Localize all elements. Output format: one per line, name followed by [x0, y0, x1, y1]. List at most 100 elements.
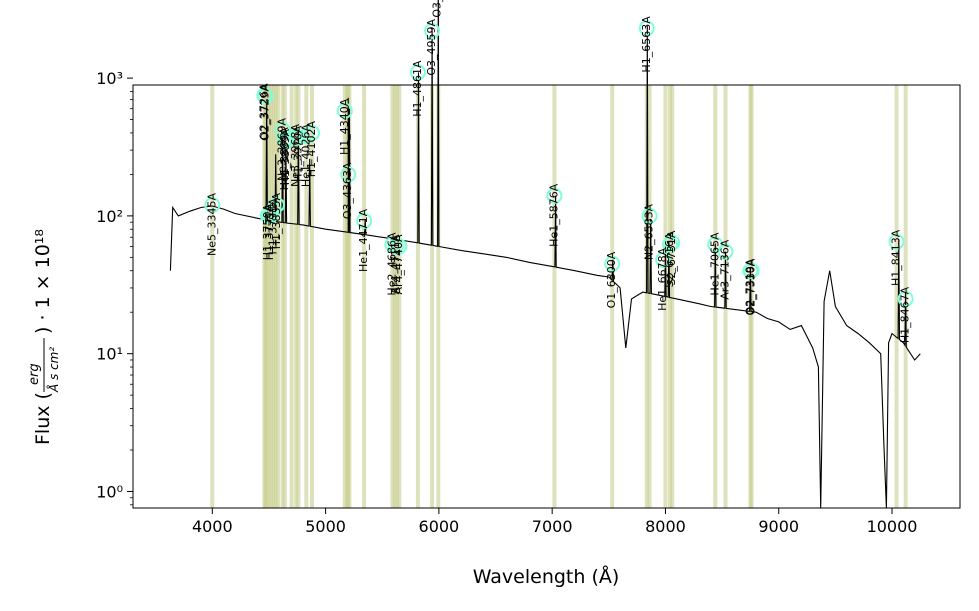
- line-label: O3_4959A: [425, 18, 438, 75]
- line-marker: [638, 20, 655, 37]
- line-markers: [204, 20, 914, 307]
- line-band: [362, 85, 367, 508]
- line-label: N2_6583A: [643, 203, 656, 260]
- line-label: H1_8413A: [890, 229, 903, 286]
- line-marker: [888, 233, 905, 250]
- x-axis: 4000 5000 6000 7000 8000 9000 10000: [192, 508, 917, 536]
- line-band: [415, 85, 420, 508]
- y-tick-label: 10²: [96, 207, 123, 226]
- line-marker: [409, 64, 426, 81]
- line-marker: [546, 187, 563, 204]
- line-band: [294, 85, 299, 508]
- line-label: He1_4026A: [299, 124, 312, 188]
- line-marker: [655, 251, 672, 268]
- line-label: Ar4_4740A: [392, 234, 405, 295]
- line-label: Ne5_3345A: [205, 193, 218, 256]
- line-label: H1_3835A: [270, 193, 283, 250]
- line-label: He1_5876A: [547, 183, 560, 247]
- plot-frame: [132, 84, 961, 509]
- line-marker: [268, 196, 285, 213]
- line-label: Ne3_3869A: [276, 118, 289, 181]
- y-label-suffix: ) · 1 × 10¹⁸: [32, 229, 54, 334]
- line-label: O2_3729A: [259, 84, 272, 141]
- line-band: [749, 85, 754, 508]
- y-label-denominator: Å s cm²: [46, 347, 61, 393]
- line-label: H1_3889A: [279, 128, 292, 185]
- line-band: [394, 85, 399, 508]
- line-label: H1_3750A: [261, 203, 274, 260]
- line-label: O2_7319A: [743, 258, 756, 315]
- line-label: O2_3726A: [257, 83, 270, 140]
- line-label: Ne3_3968A: [289, 124, 302, 187]
- x-axis-label: Wavelength (Å): [473, 565, 620, 588]
- y-tick-label: 10³: [96, 69, 123, 88]
- line-marker: [204, 196, 221, 213]
- line-band: [269, 85, 274, 508]
- line-label: He1_3889A: [278, 127, 291, 191]
- y-tick-label: 10⁰: [96, 482, 123, 501]
- line-band: [266, 85, 271, 508]
- line-band: [894, 85, 899, 508]
- line-marker: [664, 234, 681, 251]
- line-band: [273, 85, 278, 508]
- line-marker: [743, 262, 760, 279]
- line-marker: [391, 238, 408, 255]
- spectrum-series: [169, 0, 921, 509]
- line-label: Ar3_7136A: [718, 239, 731, 300]
- line-label: H1_3970A: [291, 125, 304, 182]
- y-tick-label: 10¹: [96, 345, 123, 364]
- line-label: He1_4471A: [357, 208, 370, 272]
- x-tick-label: 5000: [305, 517, 346, 536]
- line-label: H1_6563A: [640, 16, 653, 73]
- line-band: [342, 85, 347, 508]
- x-tick-label: 6000: [419, 517, 460, 536]
- line-label: H1_3798A: [266, 198, 279, 255]
- line-label: O1_6300A: [605, 251, 618, 308]
- line-band: [289, 85, 294, 508]
- line-label: He1_6678A: [656, 247, 669, 311]
- line-marker: [274, 122, 291, 139]
- line-band: [280, 85, 285, 508]
- line-marker: [288, 128, 305, 145]
- line-band: [670, 85, 675, 508]
- line-marker: [356, 212, 373, 229]
- line-label: Ar4_4711A: [389, 234, 402, 295]
- line-band: [392, 85, 397, 508]
- line-marker: [336, 102, 353, 119]
- line-band: [276, 85, 281, 508]
- x-tick-label: 9000: [758, 517, 799, 536]
- line-band: [430, 85, 435, 508]
- line-label: H1_4861A: [411, 60, 424, 117]
- line-band: [552, 85, 557, 508]
- line-band: [713, 85, 718, 508]
- line-marker: [257, 88, 274, 105]
- line-marker: [717, 243, 734, 260]
- line-label: He2_4686A: [385, 232, 398, 296]
- line-marker: [897, 290, 914, 307]
- line-label: S2_6716A: [663, 232, 676, 287]
- line-marker: [290, 129, 307, 146]
- line-band: [610, 85, 615, 508]
- line-label: H1_4340A: [338, 98, 351, 155]
- line-band: [390, 85, 395, 508]
- line-band: [663, 85, 668, 508]
- line-label: He1_7065A: [708, 232, 721, 296]
- line-band: [347, 85, 352, 508]
- line-label: O2_7330A: [745, 258, 758, 315]
- line-marker: [661, 236, 678, 253]
- y-label-prefix: Flux (: [32, 392, 54, 445]
- line-label: H1_8467A: [899, 286, 912, 343]
- line-band: [647, 85, 652, 508]
- spectrum-line: [169, 0, 921, 509]
- line-marker: [303, 124, 320, 141]
- y-axis-label: Flux ( erg Å s cm² ) · 1 × 10¹⁸: [27, 229, 61, 445]
- line-band: [282, 85, 287, 508]
- line-band: [644, 85, 649, 508]
- line-label: O3_5007A: [431, 0, 444, 18]
- y-label-numerator: erg: [27, 363, 42, 385]
- line-label: H1_3771A: [263, 203, 276, 260]
- line-band: [304, 85, 309, 508]
- line-band: [309, 85, 314, 508]
